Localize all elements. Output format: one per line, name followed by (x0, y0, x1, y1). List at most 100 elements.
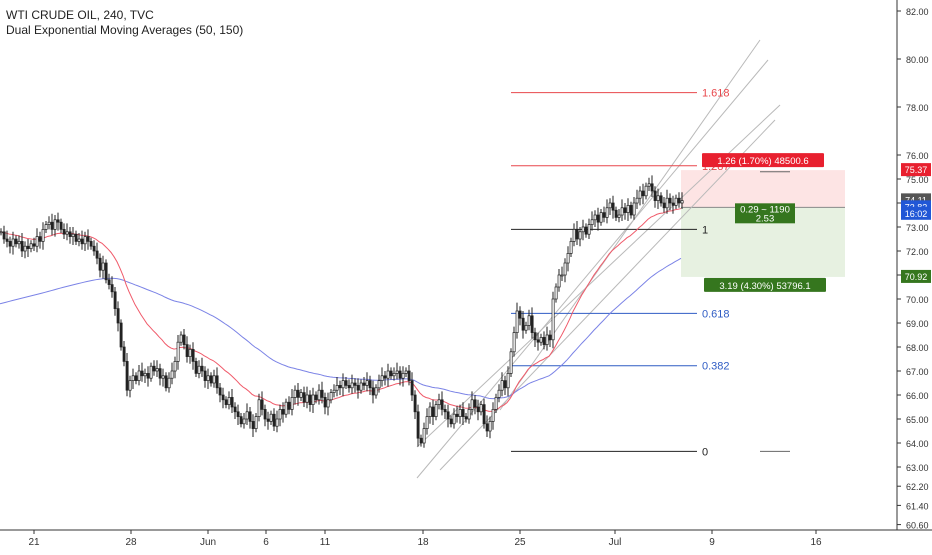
candle-body (656, 195, 660, 201)
candle-body (146, 373, 150, 379)
candle-body (500, 380, 504, 391)
candle-body (131, 375, 135, 381)
candle-body (173, 361, 177, 372)
candle-body (104, 262, 108, 281)
candle-body (572, 229, 576, 242)
candle-body (83, 236, 87, 245)
candle-body (344, 380, 348, 386)
candle-body (257, 399, 261, 417)
candle-body (113, 291, 117, 309)
take-profit-label-bg (704, 277, 826, 292)
candle-body (677, 197, 681, 204)
candle-body (563, 262, 567, 276)
candle-body (239, 416, 243, 425)
candle-body (281, 409, 285, 415)
candle-body (485, 423, 489, 432)
candle-body (662, 202, 666, 209)
candle-body (320, 389, 324, 398)
candle-body (314, 394, 318, 401)
x-tick-label: 6 (263, 537, 269, 548)
candle-body (629, 205, 633, 216)
stop-loss-label-bg (702, 153, 824, 168)
candle-body (161, 375, 165, 379)
candle-body (260, 399, 264, 410)
candle-body (554, 286, 558, 300)
candle-body (410, 380, 414, 396)
candle-body (584, 226, 588, 235)
candle-body (602, 212, 606, 218)
candle-body (29, 243, 33, 249)
candle-body (251, 421, 255, 429)
candle-body (647, 183, 651, 187)
candle-body (2, 231, 6, 240)
y-tick-label: 67.00 (906, 367, 929, 377)
candle-body (269, 413, 273, 422)
candle-body (461, 409, 465, 417)
candle-body (11, 238, 15, 247)
candle-body (56, 219, 60, 223)
candle-body (551, 298, 555, 341)
fib-level-label: 0 (702, 446, 708, 458)
chart-legend: WTI CRUDE OIL, 240, TVC Dual Exponential… (6, 8, 243, 38)
candle-body (491, 409, 495, 422)
candle-body (218, 387, 222, 396)
candle-body (338, 385, 342, 389)
candle-body (98, 257, 102, 271)
symbol-title: WTI CRUDE OIL, 240, TVC (6, 8, 154, 22)
candle-body (488, 421, 492, 432)
candle-body (284, 401, 288, 415)
candle-body (470, 399, 474, 410)
candle-body (659, 195, 663, 204)
y-tick-label: 64.00 (906, 439, 929, 449)
y-tick-label: 78.00 (906, 103, 929, 113)
candle-body (68, 231, 72, 237)
candle-body (335, 385, 339, 391)
candle-body (206, 375, 210, 381)
candle-body (404, 370, 408, 374)
price-badge: 75.37 (905, 165, 928, 175)
candle-body (434, 404, 438, 417)
candle-body (581, 226, 585, 233)
candle-body (203, 370, 207, 381)
candle-body (374, 387, 378, 396)
price-badge-bg (901, 206, 931, 220)
candle-body (122, 346, 126, 362)
price-badge: 70.92 (905, 272, 928, 282)
candle-body (23, 245, 27, 252)
candle-body (179, 334, 183, 343)
candle-body (224, 399, 228, 405)
candle-body (200, 365, 204, 372)
candle-body (542, 337, 546, 345)
candle-body (77, 238, 81, 242)
y-tick-label: 68.00 (906, 343, 929, 353)
candle-body (371, 387, 375, 396)
price-badge-bg (901, 163, 931, 177)
candle-body (74, 233, 78, 242)
candle-body (242, 418, 246, 425)
candle-body (119, 322, 123, 348)
candle-body (506, 373, 510, 389)
candle-body (35, 236, 39, 247)
candle-body (419, 437, 423, 444)
y-tick-label: 76.00 (906, 151, 929, 161)
candle-body (332, 389, 336, 393)
candle-body (8, 241, 12, 247)
candle-body (86, 236, 90, 242)
candle-body (503, 380, 507, 389)
candle-body (590, 219, 594, 225)
y-tick-label: 63.00 (906, 463, 929, 473)
candle-body (440, 399, 444, 410)
candle-body (665, 197, 669, 209)
y-tick-label: 69.00 (906, 319, 929, 329)
candle-body (263, 409, 267, 420)
candle-body (215, 375, 219, 389)
ema-50-line (0, 208, 682, 412)
candle-body (329, 392, 333, 401)
candle-body (680, 200, 684, 204)
candle-body (392, 373, 396, 377)
y-tick-label: 70.00 (906, 295, 929, 305)
candle-body (53, 219, 57, 230)
candle-body (188, 349, 192, 357)
